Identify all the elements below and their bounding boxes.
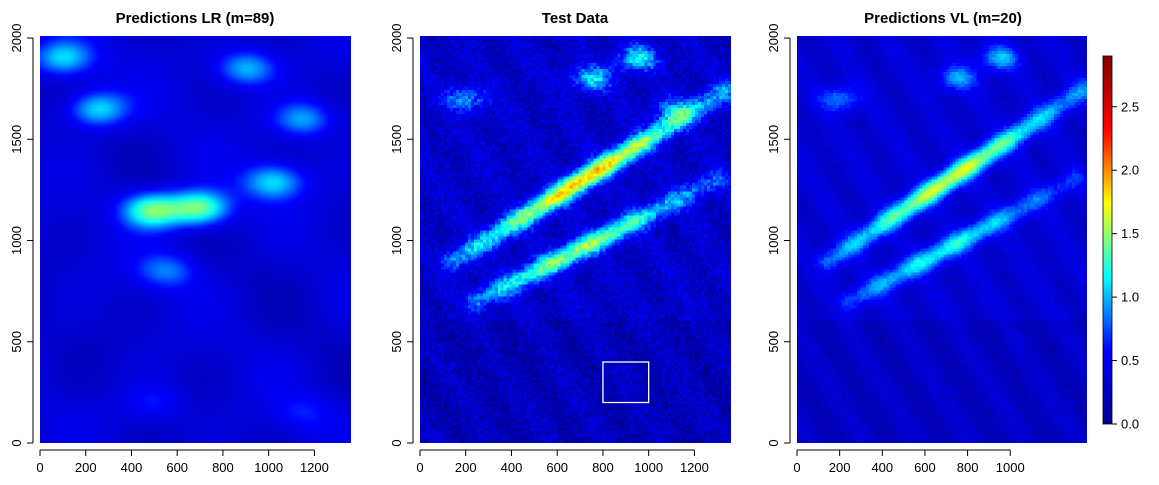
colorbar-tick-label: 0.5 bbox=[1121, 353, 1139, 368]
x-tick-label: 0 bbox=[416, 460, 423, 475]
y-tick-label: 0 bbox=[9, 439, 24, 446]
x-tick-label: 1000 bbox=[996, 460, 1025, 475]
y-tick-label: 1000 bbox=[9, 226, 24, 255]
y-tick-label: 2000 bbox=[766, 24, 781, 53]
panel-predictions-vl: Predictions VL (m=20) 0 200 400 600 800 1000 0… bbox=[766, 10, 1087, 475]
y-tick-label: 0 bbox=[766, 439, 781, 446]
x-tick-label: 200 bbox=[829, 460, 851, 475]
panel-test-data: Test Data 0 200 400 600 800 1000 1200 0 500 1000 1… bbox=[389, 10, 731, 475]
y-tick-label: 500 bbox=[766, 331, 781, 353]
heatmap-raster bbox=[420, 36, 731, 443]
heatmap-raster bbox=[40, 36, 351, 443]
colorbar-tick-label: 2.0 bbox=[1121, 163, 1139, 178]
x-tick-label: 400 bbox=[871, 460, 893, 475]
colorbar-tick-label: 1.0 bbox=[1121, 290, 1139, 305]
panel-title: Predictions LR (m=89) bbox=[116, 10, 275, 27]
x-tick-label: 600 bbox=[914, 460, 936, 475]
colorbar-tick-label: 1.5 bbox=[1121, 226, 1139, 241]
x-tick-label: 800 bbox=[212, 460, 234, 475]
x-tick-label: 400 bbox=[501, 460, 523, 475]
y-tick-label: 1000 bbox=[389, 226, 404, 255]
x-tick-label: 600 bbox=[546, 460, 568, 475]
y-tick-label: 0 bbox=[389, 439, 404, 446]
x-tick-label: 1200 bbox=[300, 460, 329, 475]
panel-title: Predictions VL (m=20) bbox=[864, 10, 1022, 27]
x-tick-label: 400 bbox=[121, 460, 143, 475]
panel-title: Test Data bbox=[542, 10, 609, 27]
y-tick-label: 500 bbox=[389, 331, 404, 353]
panel-predictions-lr: Predictions LR (m=89) 0 200 400 600 800 1000 1… bbox=[9, 10, 351, 475]
colorbar-gradient bbox=[1102, 55, 1113, 425]
x-tick-label: 200 bbox=[75, 460, 97, 475]
heatmap-raster bbox=[797, 36, 1087, 443]
x-tick-label: 1000 bbox=[254, 460, 283, 475]
colorbar: 0.0 0.5 1.0 1.5 2.0 2.5 bbox=[1102, 55, 1139, 432]
x-tick-label: 600 bbox=[166, 460, 188, 475]
y-tick-label: 1500 bbox=[766, 125, 781, 154]
x-tick-label: 0 bbox=[793, 460, 800, 475]
x-tick-label: 0 bbox=[36, 460, 43, 475]
x-tick-label: 800 bbox=[957, 460, 979, 475]
y-tick-label: 1500 bbox=[9, 125, 24, 154]
x-tick-label: 800 bbox=[592, 460, 614, 475]
y-tick-label: 500 bbox=[9, 331, 24, 353]
highlight-box bbox=[602, 361, 650, 404]
colorbar-tick-label: 0.0 bbox=[1121, 417, 1139, 432]
x-tick-label: 1200 bbox=[680, 460, 709, 475]
y-tick-label: 1500 bbox=[389, 125, 404, 154]
x-tick-label: 1000 bbox=[634, 460, 663, 475]
y-tick-label: 2000 bbox=[9, 24, 24, 53]
colorbar-tick-label: 2.5 bbox=[1121, 99, 1139, 114]
y-tick-label: 1000 bbox=[766, 226, 781, 255]
y-tick-label: 2000 bbox=[389, 24, 404, 53]
x-tick-label: 200 bbox=[455, 460, 477, 475]
